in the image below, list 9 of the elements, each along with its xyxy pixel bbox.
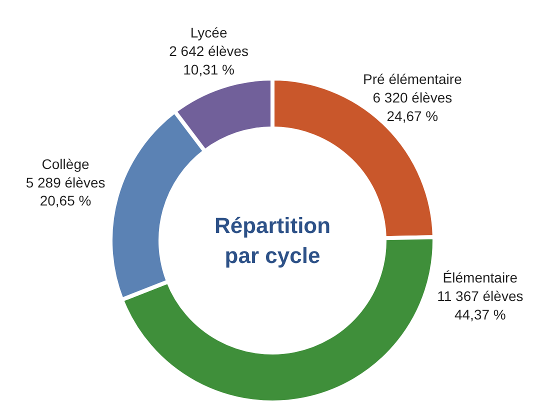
data-label: 2 642 élèves 10,31 %	[169, 42, 249, 78]
data-label: 6 320 élèves 24,67 %	[372, 90, 452, 124]
data-label: 5 289 élèves 20,65 %	[26, 174, 106, 209]
slice-label: Pré élémentaire	[363, 71, 462, 88]
slice-label: Élémentaire	[442, 270, 518, 286]
slice-label: Lycée	[190, 24, 228, 41]
text: Répartition par cycle	[214, 213, 331, 268]
data-label: 11 367 élèves 44,37 %	[437, 288, 524, 323]
slice-label: Collège	[42, 156, 90, 172]
